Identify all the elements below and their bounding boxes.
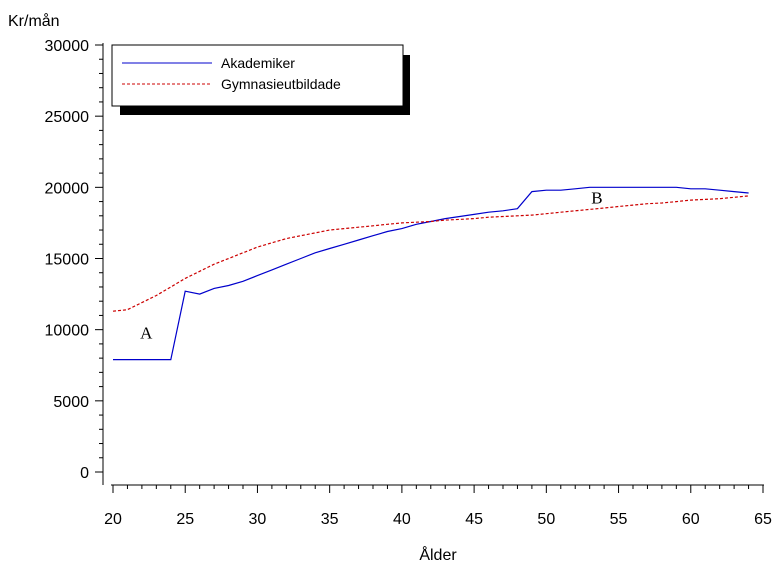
- x-tick-label: 35: [321, 511, 339, 528]
- series-line-gymnasieutbildade: [112, 195, 749, 312]
- x-axis-label: Ålder: [419, 545, 457, 564]
- x-tick-label: 45: [465, 511, 483, 528]
- series-line-akademiker: [113, 186, 749, 361]
- y-tick-label: 25000: [45, 109, 90, 126]
- x-tick-label: 60: [682, 511, 700, 528]
- y-tick-label: 15000: [45, 252, 90, 269]
- x-tick-label: 50: [537, 511, 555, 528]
- legend: Akademiker Gymnasieutbildade: [111, 44, 410, 115]
- x-tick-label: 25: [176, 511, 194, 528]
- x-tick-label: 65: [754, 511, 772, 528]
- x-tick-label: 55: [610, 511, 628, 528]
- x-tick-label: 40: [393, 511, 411, 528]
- legend-label-gymnasieutbildade: Gymnasieutbildade: [221, 76, 341, 92]
- y-tick-label: 30000: [45, 38, 90, 55]
- y-tick-label: 5000: [53, 394, 89, 411]
- legend-box: [111, 44, 404, 107]
- y-axis-label: Kr/mån: [8, 12, 60, 30]
- y-tick-label: 20000: [45, 180, 90, 197]
- x-tick-label: 20: [104, 511, 122, 528]
- annotation-label: A: [140, 324, 153, 343]
- y-tick-label: 0: [80, 465, 89, 482]
- annotation-label: B: [591, 188, 602, 207]
- y-axis: 0 5000 10000 15000 20000 25000 30000: [45, 38, 104, 485]
- x-axis: 20 25 30 35 40 45 50 55 60 65: [104, 484, 772, 528]
- series-lines: [112, 186, 749, 361]
- annotations: AB: [140, 188, 602, 342]
- legend-label-akademiker: Akademiker: [221, 55, 295, 71]
- y-tick-label: 10000: [45, 323, 90, 340]
- x-tick-label: 30: [249, 511, 267, 528]
